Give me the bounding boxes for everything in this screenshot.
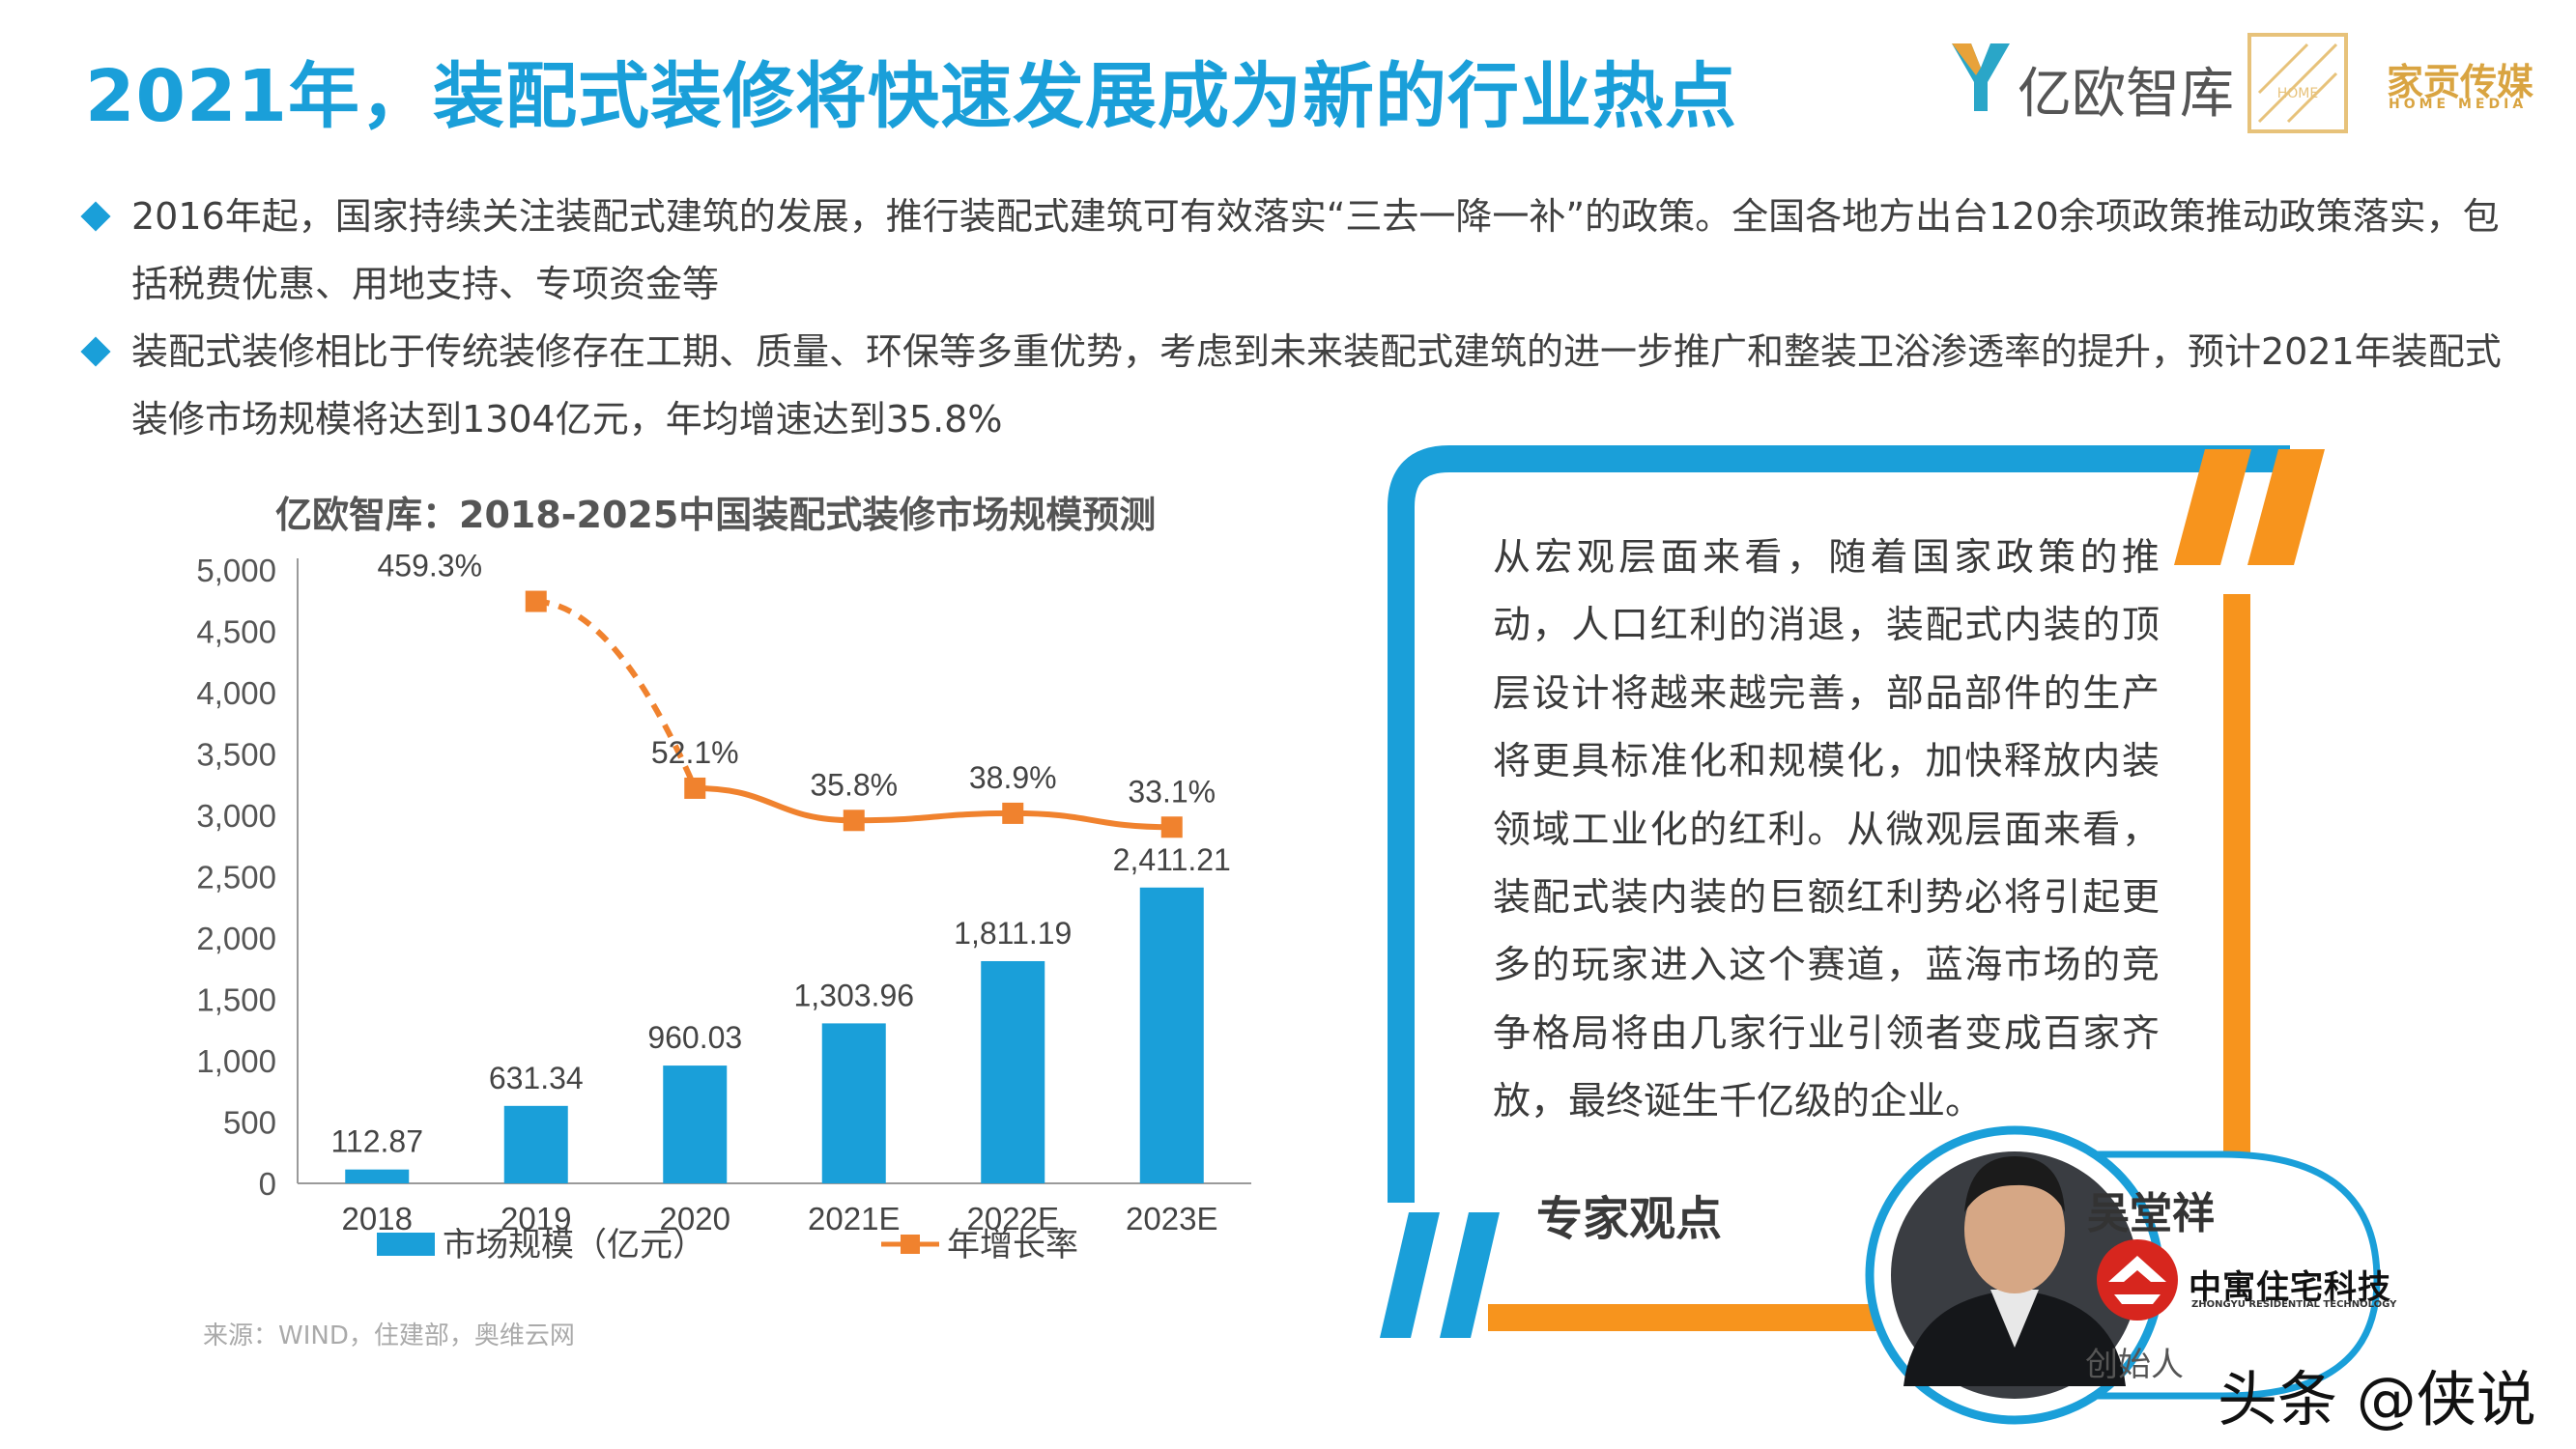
y-tick-label: 4,500 [196,614,276,650]
bullet-text: 2016年起，国家持续关注装配式建筑的发展，推行装配式建筑可有效落实“三去一降一… [131,195,2500,305]
yiou-logo-icon [1952,43,2010,111]
bullet-item: 装配式装修相比于传统装修存在工期、质量、环保等多重优势，考虑到未来装配式建筑的进… [80,318,2520,453]
x-tick-label: 2019 [501,1201,571,1236]
quote-bottom-bar [1488,1304,1932,1331]
legend-bar-swatch [377,1233,435,1256]
quote-mark-orange [2174,449,2251,565]
x-tick-label: 2023E [1126,1201,1217,1236]
growth-point [843,810,865,832]
growth-value-label: 35.8% [810,767,898,802]
bar [821,1023,886,1183]
y-tick-label: 4,000 [196,675,276,711]
bar [663,1065,728,1183]
growth-point [525,590,547,612]
expert-avatar [1903,1156,2126,1386]
growth-point [1002,802,1024,824]
home-media-logo-icon: HOME [2247,33,2348,133]
quote-mark-blue [1440,1212,1500,1338]
expert-name: 吴堂祥 [2087,1189,2215,1238]
quote-frame [1380,445,2381,1425]
y-tick-label: 0 [259,1166,276,1202]
bar-value-label: 960.03 [647,1020,742,1055]
bar [1139,887,1204,1183]
x-tick-label: 2018 [342,1201,413,1236]
y-tick-label: 2,500 [196,860,276,895]
growth-line [695,784,1172,831]
quote-mark-orange [2247,449,2325,565]
watermark: 头条 @侠说 [2218,1364,2536,1435]
company-subtitle: ZHONGYU RESIDENTIAL TECHNOLOGY [2191,1299,2397,1310]
legend-line-marker [901,1235,920,1254]
x-tick-label: 2020 [660,1201,730,1236]
bar [503,1105,568,1183]
page-title: 2021年，装配式装修将快速发展成为新的行业热点 [85,55,1737,138]
diamond-bullet-icon [80,201,111,232]
home-logo-box-text: HOME [2277,86,2318,101]
yiou-logo-text: 亿欧智库 [2018,63,2234,126]
y-tick-label: 1,500 [196,982,276,1018]
growth-value-label: 38.9% [969,760,1057,795]
x-tick-label: 2021E [808,1201,900,1236]
legend-line-label: 年增长率 [947,1227,1078,1264]
y-tick-label: 2,000 [196,921,276,956]
growth-value-label: 459.3% [377,549,482,583]
quote-mark-blue [1380,1212,1440,1338]
x-tick-label: 2022E [967,1201,1059,1236]
bar-value-label: 112.87 [331,1124,424,1159]
legend-bar-label: 市场规模（亿元） [443,1227,705,1264]
bullet-text: 装配式装修相比于传统装修存在工期、质量、环保等多重优势，考虑到未来装配式建筑的进… [131,330,2502,440]
expert-quote-text: 从宏观层面来看，随着国家政策的推动，人口红利的消退，装配式内装的顶层设计将越来越… [1493,536,2160,1124]
bar-value-label: 1,811.19 [954,916,1072,951]
growth-value-label: 52.1% [651,735,739,770]
source-note: 来源：WIND，住建部，奥维云网 [203,1321,575,1350]
home-media-logo-subtext: HOME MEDIA [2389,97,2528,112]
bar-value-label: 631.34 [489,1061,584,1095]
diamond-bullet-icon [80,336,111,367]
y-tick-label: 500 [223,1105,276,1141]
chart-title: 亿欧智库：2018-2025中国装配式装修市场规模预测 [275,494,1157,536]
y-tick-label: 1,000 [196,1043,276,1079]
bullet-item: 2016年起，国家持续关注装配式建筑的发展，推行装配式建筑可有效落实“三去一降一… [80,183,2520,318]
growth-line-dashed [535,598,699,790]
y-tick-label: 5,000 [196,553,276,588]
bar-value-label: 2,411.21 [1113,842,1231,877]
growth-point [684,777,706,799]
bar [981,960,1045,1183]
y-tick-label: 3,500 [196,737,276,773]
quote-frame-blue [1388,445,2290,1203]
home-media-logo-text: 家贡传媒 [2387,61,2534,103]
expert-role: 创始人 [2085,1346,2184,1384]
growth-point [1160,816,1183,838]
bar [345,1169,410,1183]
growth-value-label: 33.1% [1128,774,1216,809]
expert-opinion-label: 专家观点 [1536,1192,1723,1246]
company-logo-icon [2097,1239,2178,1321]
bar-value-label: 1,303.96 [793,978,914,1012]
company-name: 中寓住宅科技 [2189,1268,2391,1307]
market-size-chart: 5,000 4,500 4,000 3,500 3,000 2,500 2,000 1,500… [196,549,1251,1264]
y-tick-label: 3,000 [196,798,276,834]
